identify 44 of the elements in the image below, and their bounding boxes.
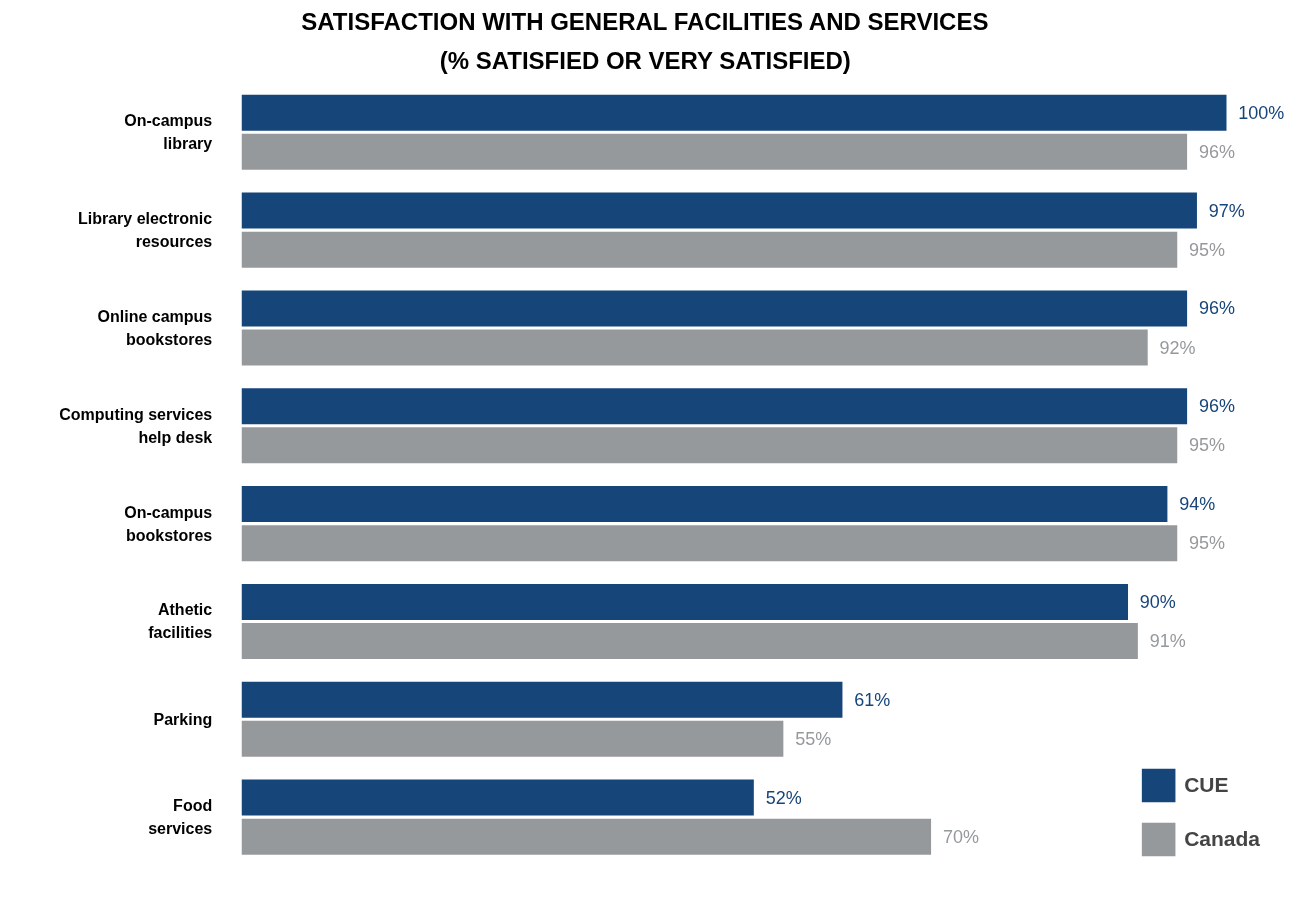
y-tick-label: On-campus bookstores [124, 503, 213, 544]
data-label: 100% [1238, 102, 1285, 123]
legend-label: Canada [1184, 827, 1260, 851]
chart-title: SATISFACTION WITH GENERAL FACILITIES AND SERVICES [301, 7, 989, 35]
bar [241, 290, 1188, 327]
bar [241, 525, 1178, 562]
data-label: 70% [942, 826, 979, 847]
legend-label: CUE [1184, 773, 1229, 797]
data-label: 90% [1139, 591, 1176, 612]
data-label: 97% [1208, 200, 1245, 221]
bar [241, 818, 932, 855]
y-tick-label: Computing services help desk [59, 405, 213, 446]
data-label: 91% [1149, 631, 1186, 652]
bar [241, 681, 843, 718]
bar [241, 192, 1197, 229]
bar [241, 583, 1129, 620]
data-label: 92% [1159, 337, 1196, 358]
bar [241, 779, 754, 816]
data-label: 96% [1198, 298, 1235, 319]
bar [241, 133, 1188, 170]
bar [241, 720, 784, 757]
data-label: 94% [1179, 494, 1216, 515]
y-tick-label: Parking [153, 710, 213, 728]
bar [241, 486, 1168, 523]
bar [241, 427, 1178, 464]
bar [241, 388, 1188, 425]
data-label: 95% [1189, 435, 1226, 456]
bar [241, 623, 1138, 660]
chart-subtitle: (% SATISFIED OR VERY SATISFIED) [439, 46, 851, 74]
bar [241, 94, 1227, 131]
y-tick-label: Library electronic resources [77, 210, 213, 251]
data-label: 95% [1189, 533, 1226, 554]
bar [241, 329, 1148, 366]
data-label: 95% [1189, 239, 1226, 260]
data-label: 96% [1198, 141, 1235, 162]
data-label: 61% [854, 689, 891, 710]
y-tick-label: On-campus library [124, 112, 213, 153]
bar [241, 231, 1178, 268]
data-label: 52% [765, 787, 802, 808]
y-tick-label: Food services [148, 797, 213, 838]
data-label: 55% [795, 728, 832, 749]
y-tick-label: Athetic facilities [148, 601, 213, 642]
data-label: 96% [1198, 396, 1235, 417]
y-tick-label: Online campus bookstores [97, 307, 213, 348]
